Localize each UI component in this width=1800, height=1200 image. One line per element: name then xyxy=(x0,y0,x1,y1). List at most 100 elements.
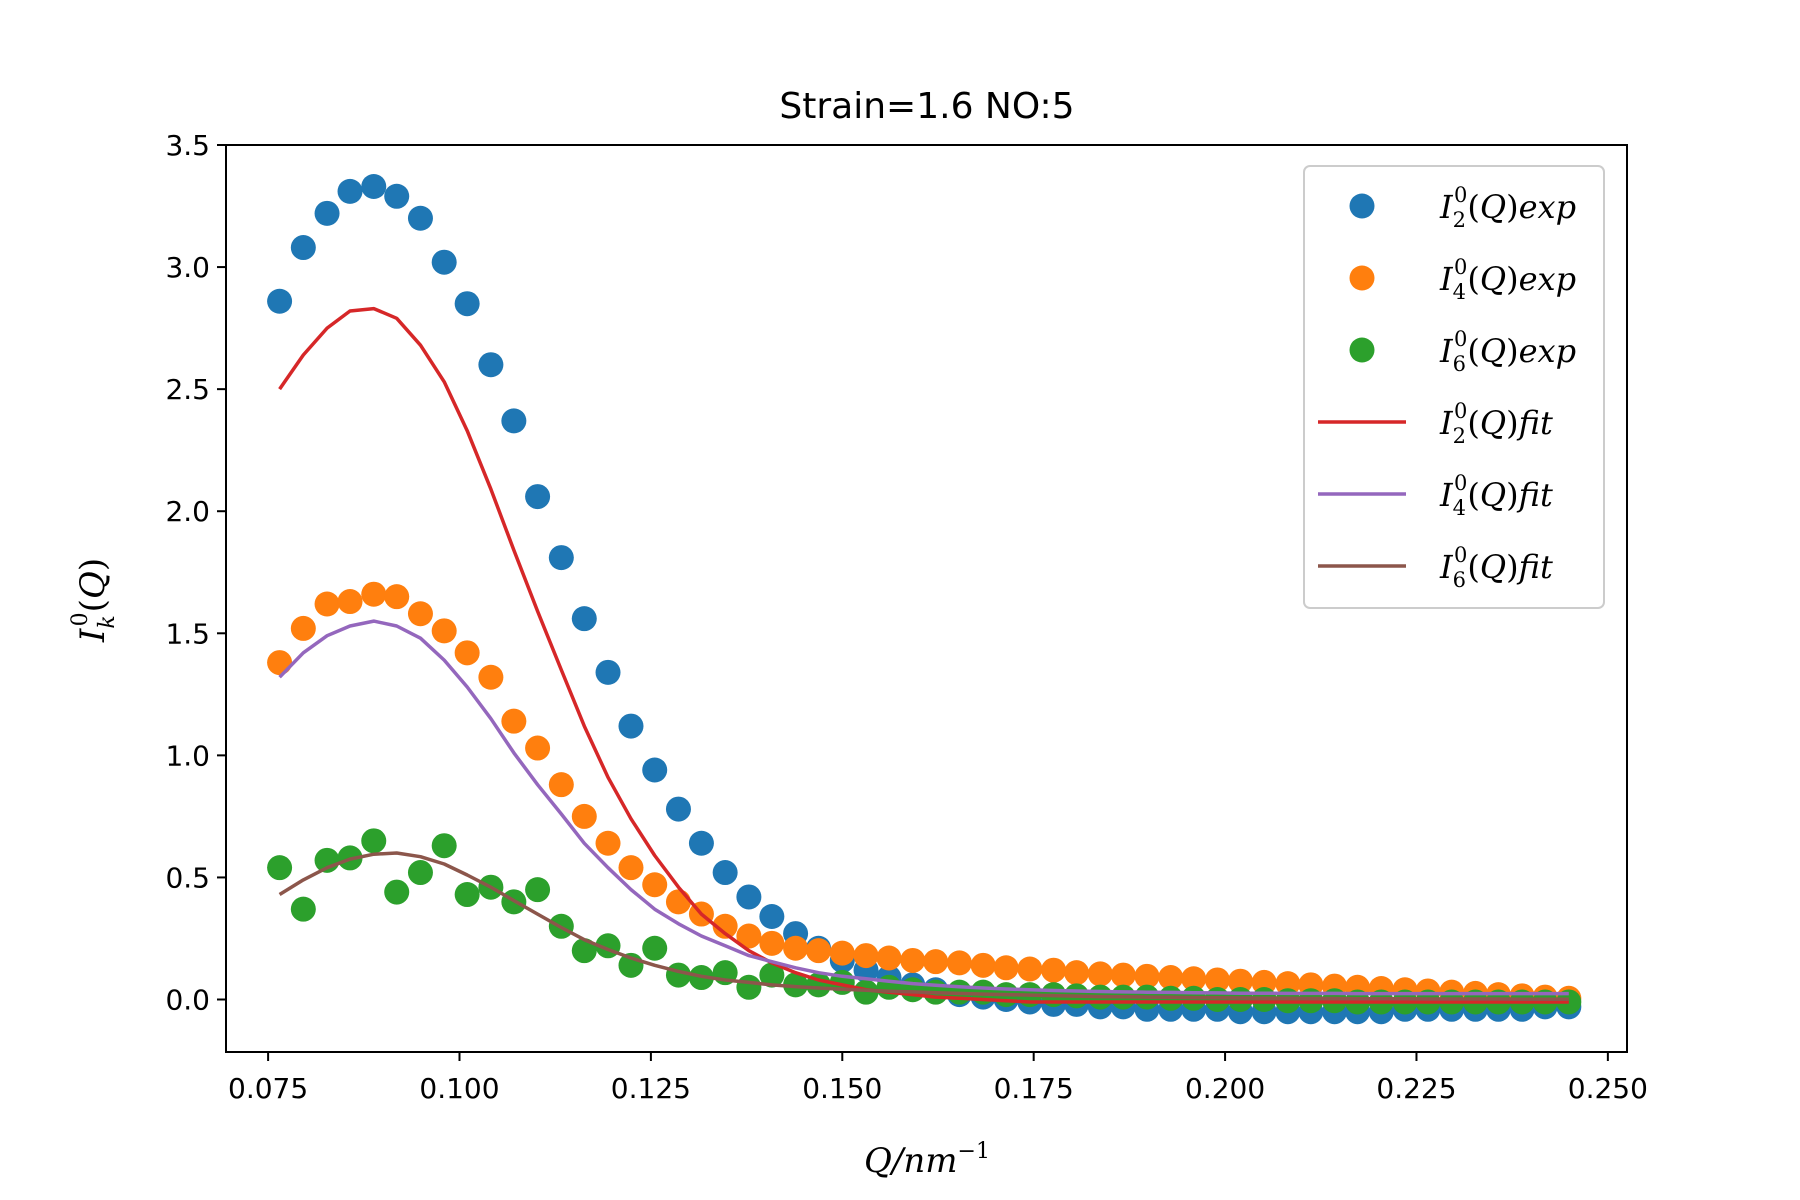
legend-entries: I20(Q)exp I40(Q)exp I60(Q)exp I20(Q)fit I40(… xyxy=(1318,183,1576,592)
data-point xyxy=(618,855,644,881)
data-point xyxy=(384,183,410,209)
data-point xyxy=(829,940,855,966)
data-point xyxy=(783,935,809,961)
data-point xyxy=(267,855,293,881)
legend-label: I40(Q)exp xyxy=(1439,255,1576,304)
legend-entry: I20(Q)exp xyxy=(1349,183,1576,232)
data-point xyxy=(712,913,738,939)
data-point xyxy=(525,735,551,761)
data-point xyxy=(290,235,316,261)
data-point xyxy=(548,545,574,571)
data-point xyxy=(759,962,785,988)
data-point xyxy=(665,962,691,988)
plot-area xyxy=(267,174,1582,1025)
data-point xyxy=(337,178,363,204)
data-point xyxy=(900,947,926,973)
x-tick-label: 0.200 xyxy=(1185,1072,1265,1105)
legend-marker xyxy=(1349,193,1375,219)
legend-entry: I40(Q)exp xyxy=(1349,255,1576,304)
legend-marker xyxy=(1349,337,1375,363)
y-axis: 0.0 0.5 1.0 1.5 2.0 2.5 3.0 3.5 xyxy=(165,129,226,1017)
x-tick-label: 0.250 xyxy=(1568,1072,1648,1105)
y-tick-label: 3.0 xyxy=(165,251,210,284)
data-point xyxy=(642,935,668,961)
data-point xyxy=(314,200,340,226)
y-tick-label: 0.5 xyxy=(165,861,210,894)
data-point xyxy=(1134,963,1160,989)
data-point xyxy=(595,830,621,856)
data-point xyxy=(853,943,879,969)
data-point xyxy=(384,879,410,905)
data-point xyxy=(361,581,387,607)
data-point xyxy=(267,288,293,314)
data-point xyxy=(1181,966,1207,992)
legend: I20(Q)exp I40(Q)exp I60(Q)exp I20(Q)fit I40(… xyxy=(1303,165,1605,609)
data-point xyxy=(618,713,644,739)
data-point xyxy=(407,860,433,886)
x-tick-label: 0.175 xyxy=(994,1072,1074,1105)
x-tick-label: 0.150 xyxy=(802,1072,882,1105)
data-point xyxy=(1087,961,1113,987)
data-point xyxy=(759,903,785,929)
x-tick-label: 0.075 xyxy=(228,1072,308,1105)
data-point xyxy=(736,923,762,949)
fit-line-2 xyxy=(278,619,1569,996)
data-point xyxy=(970,952,996,978)
data-point xyxy=(736,884,762,910)
y-tick-label: 1.0 xyxy=(165,739,210,772)
data-point xyxy=(642,872,668,898)
fit-line-3 xyxy=(278,851,1569,1002)
data-point xyxy=(571,938,597,964)
data-point xyxy=(290,896,316,922)
data-point xyxy=(384,584,410,610)
data-point xyxy=(407,601,433,627)
data-point xyxy=(1556,989,1582,1015)
legend-label: I20(Q)fit xyxy=(1439,399,1553,448)
data-point xyxy=(923,949,949,975)
data-point xyxy=(454,291,480,317)
y-tick-label: 2.0 xyxy=(165,495,210,528)
data-point xyxy=(595,659,621,685)
data-point xyxy=(1227,968,1253,994)
data-point xyxy=(688,830,714,856)
data-point xyxy=(478,352,504,378)
legend-entry: I60(Q)exp xyxy=(1349,327,1576,376)
legend-entry: I40(Q)fit xyxy=(1318,471,1553,520)
data-point xyxy=(876,945,902,971)
data-point xyxy=(993,955,1019,981)
data-point xyxy=(431,618,457,644)
data-point xyxy=(1251,969,1277,995)
svg-text:Ik0(Q): Ik0(Q) xyxy=(68,558,120,643)
data-point xyxy=(454,640,480,666)
y-tick-label: 3.5 xyxy=(165,129,210,162)
x-tick-label: 0.125 xyxy=(611,1072,691,1105)
data-point xyxy=(501,408,527,434)
y-axis-label: Ik0(Q) xyxy=(68,558,120,643)
data-point xyxy=(1204,967,1230,993)
plot-frame xyxy=(225,144,1628,1053)
data-point xyxy=(1275,971,1301,997)
legend-label: I20(Q)exp xyxy=(1439,183,1576,232)
data-point xyxy=(501,708,527,734)
data-point xyxy=(407,205,433,231)
data-point xyxy=(759,930,785,956)
y-tick-label: 2.5 xyxy=(165,373,210,406)
data-point xyxy=(361,828,387,854)
data-point xyxy=(431,833,457,859)
data-point xyxy=(665,889,691,915)
data-point xyxy=(290,615,316,641)
x-tick-label: 0.100 xyxy=(419,1072,499,1105)
x-axis: 0.075 0.100 0.125 0.150 0.175 0.200 0.225 0.250 xyxy=(228,1052,1648,1105)
data-point xyxy=(478,664,504,690)
data-point xyxy=(946,950,972,976)
data-point xyxy=(548,772,574,798)
x-axis-label: Q/nm−1 xyxy=(864,1139,990,1181)
data-point xyxy=(665,796,691,822)
data-point xyxy=(1041,957,1067,983)
data-point xyxy=(1064,960,1090,986)
legend-label: I60(Q)fit xyxy=(1439,543,1553,592)
legend-entry: I60(Q)fit xyxy=(1318,543,1553,592)
data-point xyxy=(267,650,293,676)
data-point xyxy=(712,860,738,886)
